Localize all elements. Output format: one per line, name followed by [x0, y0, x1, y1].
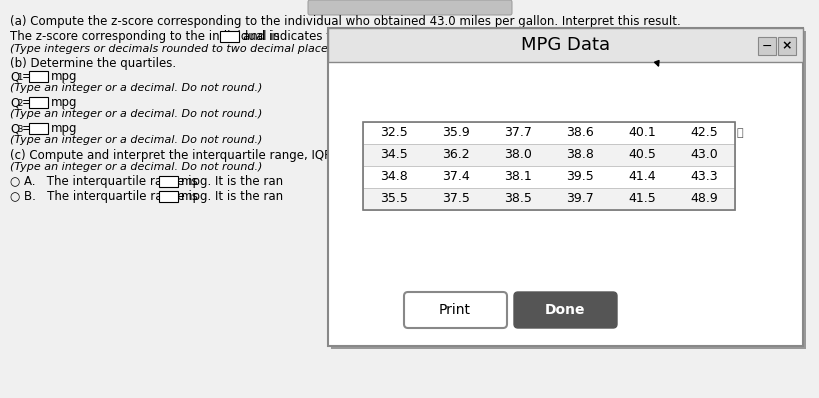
Text: (Type an integer or a decimal. Do not round.): (Type an integer or a decimal. Do not ro… — [10, 83, 262, 93]
Text: 39.7: 39.7 — [565, 193, 593, 205]
Text: mpg. It is the ran: mpg. It is the ran — [181, 190, 283, 203]
FancyBboxPatch shape — [363, 188, 734, 210]
Text: 43.3: 43.3 — [690, 170, 717, 183]
FancyBboxPatch shape — [220, 31, 239, 41]
Text: 34.8: 34.8 — [380, 170, 407, 183]
Text: 43.0: 43.0 — [690, 148, 717, 162]
Text: 38.0: 38.0 — [504, 148, 532, 162]
Text: 1: 1 — [17, 73, 22, 82]
Text: 39.5: 39.5 — [565, 170, 593, 183]
Text: 35.5: 35.5 — [379, 193, 407, 205]
Text: (Type an integer or a decimal. Do not round.): (Type an integer or a decimal. Do not ro… — [10, 135, 262, 145]
Text: the: the — [568, 30, 588, 43]
Text: 2: 2 — [17, 99, 22, 108]
Text: Q: Q — [10, 70, 19, 83]
Text: ○ A.   The interquartile range is: ○ A. The interquartile range is — [10, 175, 197, 188]
Text: and indicates that the data value is: and indicates that the data value is — [242, 30, 453, 43]
Text: 40.5: 40.5 — [627, 148, 655, 162]
Text: 41.4: 41.4 — [627, 170, 655, 183]
FancyBboxPatch shape — [328, 28, 802, 346]
Text: Q: Q — [10, 96, 19, 109]
FancyBboxPatch shape — [160, 191, 179, 201]
Text: ▼: ▼ — [554, 31, 560, 39]
FancyBboxPatch shape — [331, 31, 805, 349]
Text: =: = — [22, 70, 32, 83]
Text: Print: Print — [438, 303, 470, 317]
Text: mpg: mpg — [51, 122, 78, 135]
FancyBboxPatch shape — [29, 70, 48, 82]
FancyBboxPatch shape — [404, 292, 506, 328]
Text: 36.2: 36.2 — [441, 148, 469, 162]
FancyBboxPatch shape — [527, 30, 564, 42]
FancyBboxPatch shape — [160, 176, 179, 187]
Text: =: = — [22, 122, 32, 135]
Text: 38.1: 38.1 — [504, 170, 532, 183]
Text: mpg: mpg — [51, 96, 78, 109]
FancyBboxPatch shape — [514, 292, 616, 328]
Text: MPG Data: MPG Data — [520, 36, 609, 54]
Text: mpg. It is the ran: mpg. It is the ran — [181, 175, 283, 188]
Text: (Type an integer or a decimal. Do not round.): (Type an integer or a decimal. Do not ro… — [10, 162, 262, 172]
Text: 38.5: 38.5 — [504, 193, 532, 205]
Text: −: − — [761, 39, 771, 53]
Text: (a) Compute the z-score corresponding to the individual who obtained 43.0 miles : (a) Compute the z-score corresponding to… — [10, 15, 680, 28]
Text: 34.5: 34.5 — [380, 148, 407, 162]
Text: Q: Q — [10, 122, 19, 135]
Text: 32.5: 32.5 — [380, 127, 407, 140]
Text: 42.5: 42.5 — [690, 127, 717, 140]
Text: Done: Done — [544, 303, 585, 317]
FancyBboxPatch shape — [308, 0, 511, 15]
Text: standard deviation(s): standard deviation(s) — [423, 30, 550, 43]
Text: (b) Determine the quartiles.: (b) Determine the quartiles. — [10, 57, 176, 70]
FancyBboxPatch shape — [363, 166, 734, 188]
FancyBboxPatch shape — [586, 30, 624, 42]
Text: ▼: ▼ — [614, 31, 621, 39]
Text: (Type integers or decimals rounded to two decimal places as needed.): (Type integers or decimals rounded to tw… — [10, 44, 402, 54]
Text: ⎓: ⎓ — [736, 128, 743, 138]
FancyBboxPatch shape — [29, 96, 48, 107]
FancyBboxPatch shape — [328, 28, 802, 62]
FancyBboxPatch shape — [363, 122, 734, 144]
FancyBboxPatch shape — [777, 37, 795, 55]
FancyBboxPatch shape — [401, 31, 420, 41]
FancyBboxPatch shape — [363, 144, 734, 166]
Text: 35.9: 35.9 — [441, 127, 469, 140]
Text: ○ B.   The interquartile range is: ○ B. The interquartile range is — [10, 190, 197, 203]
Text: 37.7: 37.7 — [504, 127, 532, 140]
Text: ×: × — [781, 39, 791, 53]
Text: 37.4: 37.4 — [441, 170, 469, 183]
Text: 38.8: 38.8 — [565, 148, 593, 162]
Text: 41.5: 41.5 — [627, 193, 655, 205]
Text: mpg: mpg — [51, 70, 78, 83]
Text: 37.5: 37.5 — [441, 193, 469, 205]
Text: 38.6: 38.6 — [565, 127, 593, 140]
FancyBboxPatch shape — [757, 37, 775, 55]
FancyBboxPatch shape — [29, 123, 48, 133]
Text: =: = — [22, 96, 32, 109]
Text: (c) Compute and interpret the interquartile range, IQR: (c) Compute and interpret the interquart… — [10, 149, 332, 162]
Text: The z-score corresponding to the individual is: The z-score corresponding to the individ… — [10, 30, 279, 43]
Text: 40.1: 40.1 — [627, 127, 655, 140]
Text: 48.9: 48.9 — [690, 193, 717, 205]
Text: (Type an integer or a decimal. Do not round.): (Type an integer or a decimal. Do not ro… — [10, 109, 262, 119]
Text: 3: 3 — [17, 125, 22, 134]
